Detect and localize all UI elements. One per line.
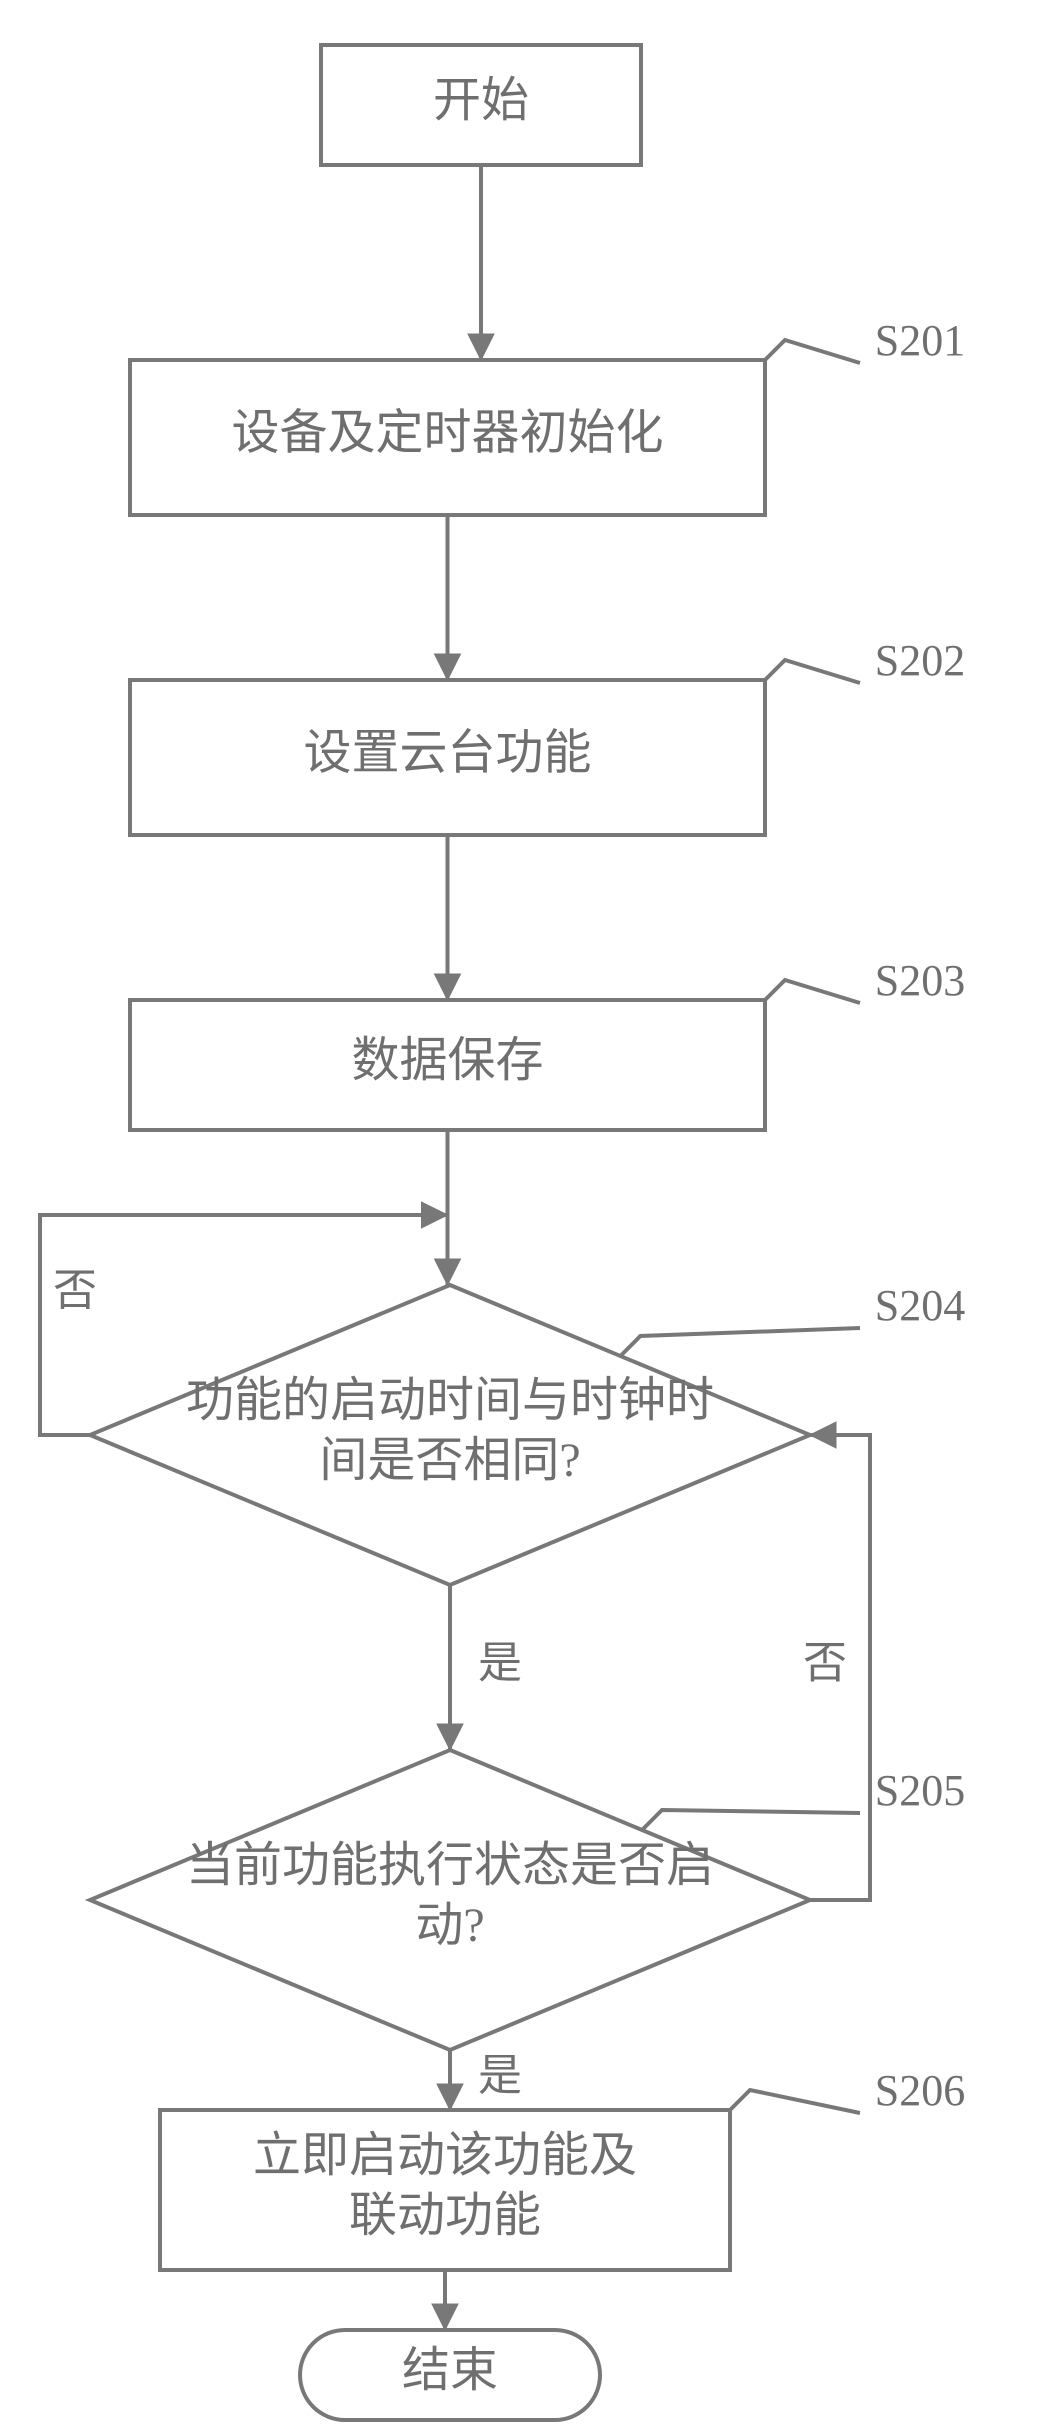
step-label-s205: S205 [875,1766,965,1815]
connector [435,654,461,680]
connector [422,1202,448,1228]
text-label: 功能的启动时间与时钟时 [186,1374,714,1427]
connector [468,334,494,360]
text-label: 是 [478,1639,522,1688]
text-label: 联动功能 [349,2189,541,2242]
text-label: 立即启动该功能及 [253,2129,637,2182]
text-label: 数据保存 [351,1034,543,1087]
text-label: 当前功能执行状态是否启 [186,1839,714,1892]
connector [437,2084,463,2110]
connector [435,1259,461,1285]
text-label: 是 [478,2051,522,2100]
step-label-s202: S202 [875,636,965,685]
connector [730,2090,860,2113]
text-label: 动? [415,1899,484,1952]
text-label: 否 [803,1639,847,1688]
step-label-s203: S203 [875,956,965,1005]
step-label-s201: S201 [875,316,965,365]
text-label: 设置云台功能 [303,727,591,780]
connector [765,980,860,1003]
text-label: 开始 [433,74,529,127]
text-label: 结束 [402,2344,498,2397]
connector [620,1328,860,1356]
connector [642,1810,860,1830]
connector [435,974,461,1000]
step-label-s206: S206 [875,2066,965,2115]
connector [432,2304,458,2330]
connector [765,340,860,363]
step-label-s204: S204 [875,1281,965,1330]
text-label: 间是否相同? [319,1434,580,1487]
connector [437,1724,463,1750]
text-label: 否 [53,1266,97,1315]
connector [765,660,860,683]
text-label: 设备及定时器初始化 [231,407,663,460]
